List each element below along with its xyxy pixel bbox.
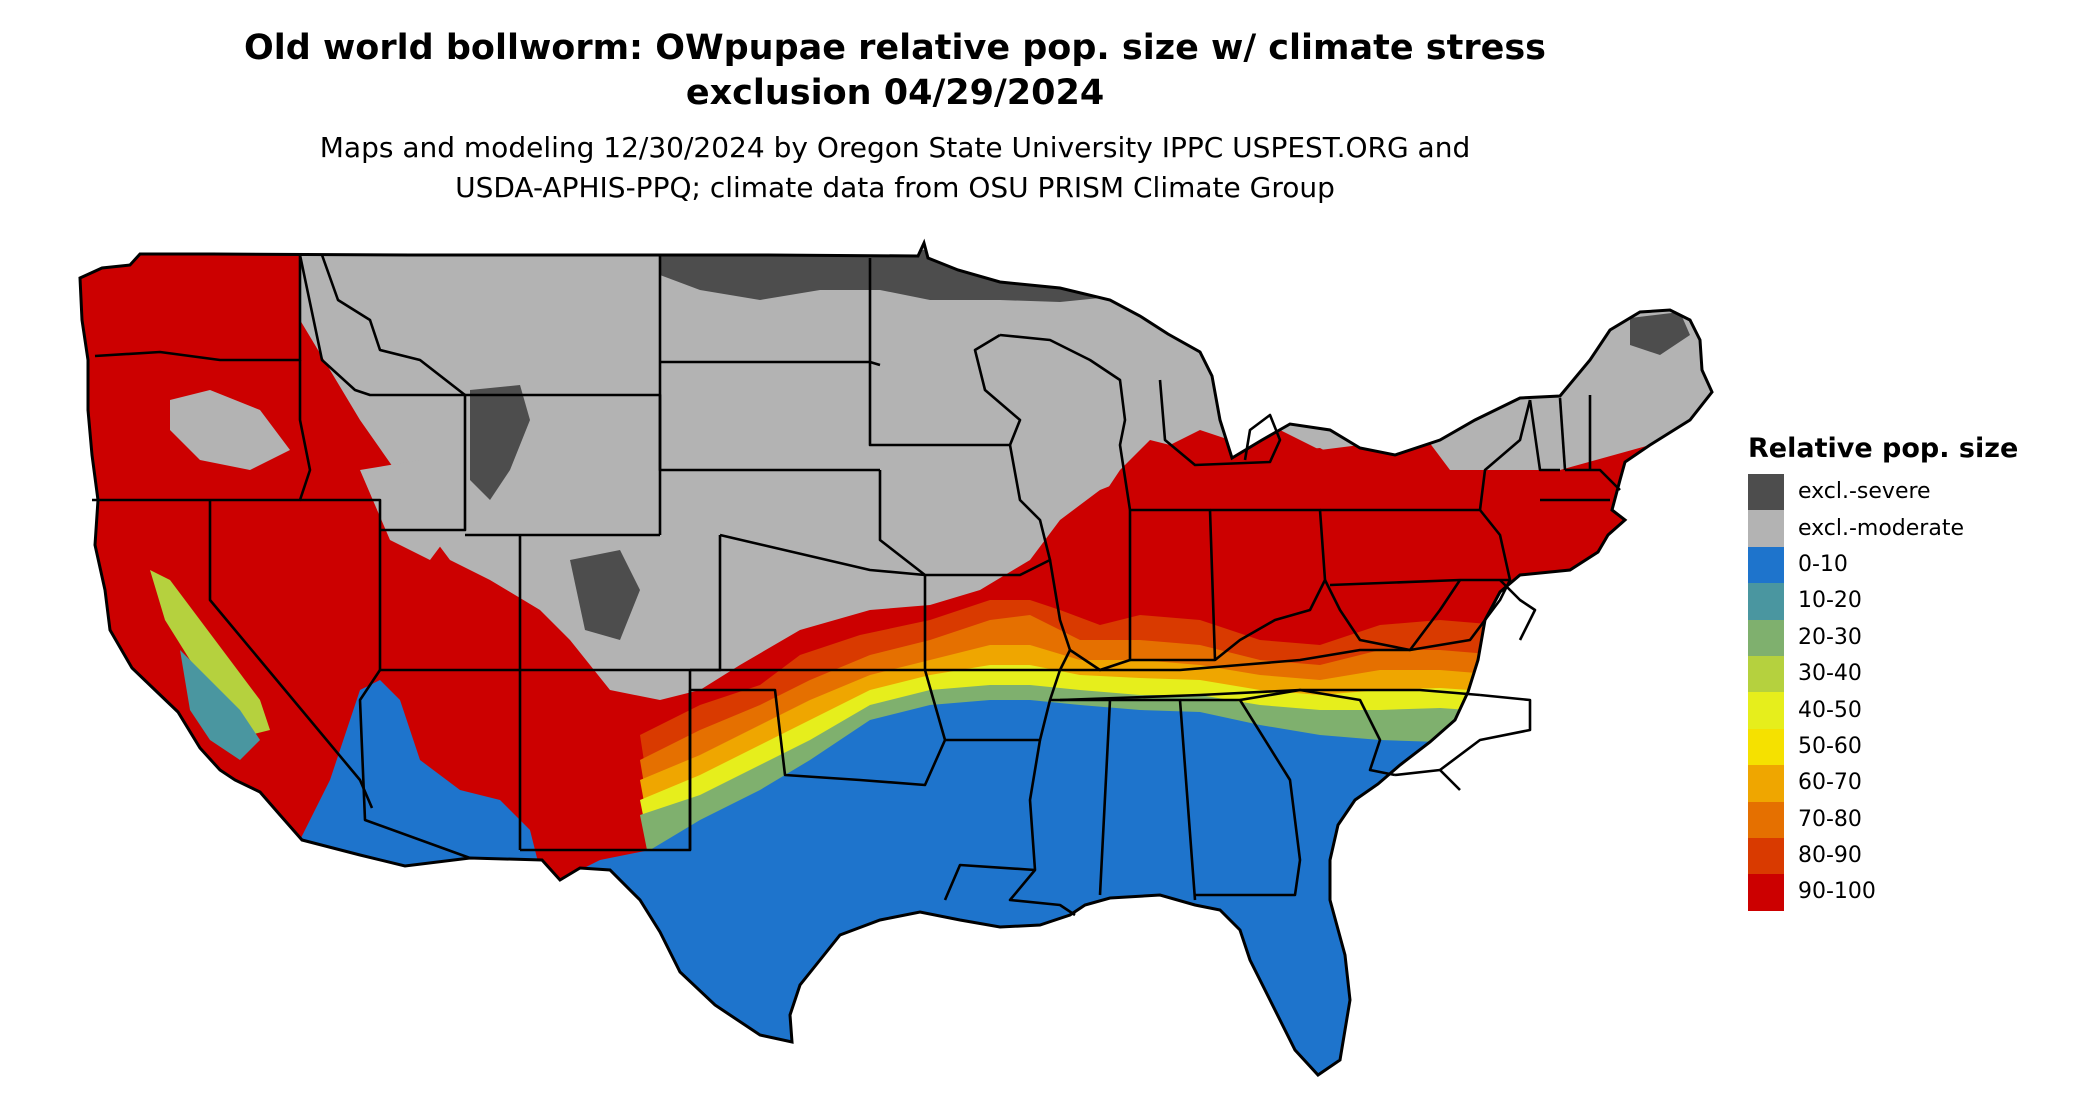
legend-swatch [1748,655,1784,693]
title-text: Old world bollworm: OWpupae relative pop… [0,26,1790,116]
legend-swatch [1748,801,1784,838]
legend-label: 80-90 [1798,843,1862,869]
legend-label: 40-50 [1798,697,1862,723]
legend-item-80-90: 80-90 [1748,837,2088,875]
legend-item-40-50: 40-50 [1748,692,2088,729]
band-30-40-california [150,570,270,735]
legend-swatch [1748,728,1784,766]
subtitle-line-2: USDA-APHIS-PPQ; climate data from OSU PR… [455,171,1335,204]
legend-swatch [1748,765,1784,802]
legend-item-0-10: 0-10 [1748,546,2088,584]
state-boundaries [92,254,1621,917]
legend-item-20-30: 20-30 [1748,619,2088,656]
band-excl-severe-maine [1630,312,1690,355]
legend-item-60-70: 60-70 [1748,765,2088,802]
legend-swatch [1748,546,1784,584]
legend-item-70-80: 70-80 [1748,801,2088,838]
legend-label: 0-10 [1798,551,1848,577]
legend-swatch [1748,692,1784,729]
legend-label: 90-100 [1798,879,1876,905]
title-line-1: Old world bollworm: OWpupae relative pop… [243,28,1547,68]
legend-label: 20-30 [1798,624,1862,650]
legend-label: excl.-severe [1798,479,1931,505]
legend-label: 30-40 [1798,661,1862,687]
legend-label: 60-70 [1798,770,1862,796]
legend-item-excl-moderate: excl.-moderate [1748,510,2088,547]
band-10-20-california [180,650,260,760]
legend-swatch [1748,619,1784,656]
band-excl-moderate-west2 [360,460,460,560]
legend-item-30-40: 30-40 [1748,655,2088,693]
legend-swatch [1748,874,1784,911]
legend-label: 70-80 [1798,806,1862,832]
legend-item-10-20: 10-20 [1748,583,2088,620]
title-line-2: exclusion 04/29/2024 [685,73,1105,113]
legend-title: Relative pop. size [1748,433,2019,464]
legend-item-excl-severe: excl.-severe [1748,474,2088,511]
band-excl-moderate-west [170,390,290,470]
band-excl-severe-colorado [570,550,640,640]
band-excl-severe-rockies [470,385,530,500]
legend-items: excl.-severe excl.-moderate 0-10 10-20 2… [1748,474,2088,911]
legend-swatch [1748,510,1784,547]
legend-item-90-100: 90-100 [1748,874,2088,911]
legend-label: 10-20 [1798,588,1862,614]
map-legend: Relative pop. size excl.-severe excl.-mo… [1748,432,2088,911]
legend-swatch [1748,474,1784,511]
us-map [78,241,1714,1077]
map-subtitle: Maps and modeling 12/30/2024 by Oregon S… [0,128,1790,208]
legend-item-50-60: 50-60 [1748,728,2088,766]
legend-label: 50-60 [1798,733,1862,759]
legend-label: excl.-moderate [1798,515,1964,541]
legend-swatch [1748,583,1784,620]
band-excl-severe-north [660,250,1100,302]
legend-swatch [1748,837,1784,875]
subtitle-line-1: Maps and modeling 12/30/2024 by Oregon S… [319,131,1471,164]
map-raster [80,243,1712,1075]
